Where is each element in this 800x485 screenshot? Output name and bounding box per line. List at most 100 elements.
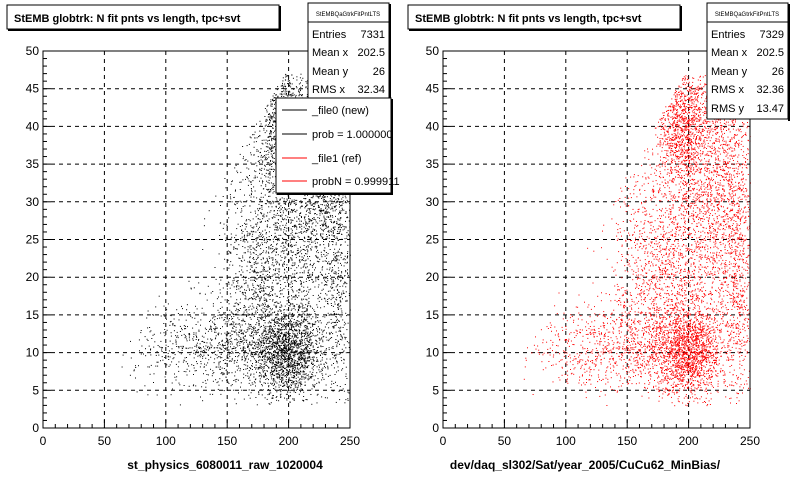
left-scatter-point [238,341,239,342]
left-scatter-point [288,318,289,319]
left-scatter-point [268,124,269,125]
left-scatter-point [212,394,213,395]
left-scatter-point [281,327,282,328]
left-scatter-point [271,235,272,236]
left-scatter-point [290,362,291,363]
left-scatter-point [315,208,316,209]
left-scatter-point [290,387,291,388]
left-scatter-point [291,385,292,386]
left-scatter-point [250,324,251,325]
left-scatter-point [224,368,225,369]
left-scatter-point [213,381,214,382]
left-scatter-point [267,274,268,275]
left-scatter-point [301,317,302,318]
left-scatter-point [345,301,346,302]
left-scatter-point [267,150,268,151]
left-scatter-point [277,378,278,379]
left-scatter-point [189,312,190,313]
left-scatter-point [278,274,279,275]
left-scatter-point [253,186,254,187]
left-scatter-point [270,362,271,363]
left-scatter-point [315,219,316,220]
left-scatter-point [309,208,310,209]
left-scatter-point [286,379,287,380]
left-scatter-point [228,340,229,341]
left-scatter-point [264,216,265,217]
left-scatter-point [150,349,151,350]
left-scatter-point [272,330,273,331]
left-scatter-point [271,140,272,141]
left-scatter-point [303,400,304,401]
left-scatter-point [279,204,280,205]
left-scatter-point [326,282,327,283]
left-scatter-point [273,395,274,396]
left-scatter-point [240,368,241,369]
left-scatter-point [274,370,275,371]
left-scatter-point [282,264,283,265]
left-scatter-point [235,350,236,351]
left-scatter-point [222,340,223,341]
left-scatter-point [240,370,241,371]
left-scatter-point [331,221,332,222]
left-scatter-point [238,324,239,325]
left-scatter-point [318,298,319,299]
left-scatter-point [281,364,282,365]
left-scatter-point [272,346,273,347]
left-scatter-point [280,391,281,392]
left-scatter-point [316,357,317,358]
left-scatter-point [306,338,307,339]
left-scatter-point [259,340,260,341]
left-scatter-point [292,337,293,338]
left-scatter-point [298,382,299,383]
left-scatter-point [291,316,292,317]
left-scatter-point [251,333,252,334]
left-scatter-point [277,86,278,87]
left-scatter-point [212,318,213,319]
left-scatter-point [241,350,242,351]
left-scatter-point [234,339,235,340]
left-scatter-point [306,319,307,320]
left-scatter-point [236,302,237,303]
left-scatter-point [177,332,178,333]
left-scatter-point [278,254,279,255]
left-scatter-point [301,358,302,359]
left-scatter-point [186,361,187,362]
left-scatter-point [249,342,250,343]
left-scatter-point [297,373,298,374]
left-scatter-point [336,297,337,298]
left-scatter-point [308,216,309,217]
left-scatter-point [256,367,257,368]
left-scatter-point [193,365,194,366]
left-scatter-point [255,351,256,352]
left-scatter-point [274,136,275,137]
left-scatter-point [283,350,284,351]
left-scatter-point [313,209,314,210]
left-scatter-point [284,323,285,324]
left-scatter-point [316,248,317,249]
left-scatter-point [296,86,297,87]
left-scatter-point [259,325,260,326]
left-scatter-point [162,351,163,352]
left-scatter-point [204,364,205,365]
left-scatter-point [305,385,306,386]
left-scatter-point [340,224,341,225]
left-scatter-point [327,322,328,323]
left-scatter-point [305,368,306,369]
left-scatter-point [257,330,258,331]
left-scatter-point [269,338,270,339]
left-scatter-point [276,397,277,398]
left-scatter-point [325,260,326,261]
left-scatter-point [208,374,209,375]
left-scatter-point [311,336,312,337]
left-scatter-point [290,329,291,330]
left-scatter-point [317,307,318,308]
left-scatter-point [300,355,301,356]
left-scatter-point [266,157,267,158]
left-scatter-point [214,332,215,333]
left-scatter-point [288,350,289,351]
left-scatter-point [267,349,268,350]
left-scatter-point [287,199,288,200]
left-scatter-point [280,336,281,337]
left-scatter-point [287,95,288,96]
left-scatter-point [283,345,284,346]
